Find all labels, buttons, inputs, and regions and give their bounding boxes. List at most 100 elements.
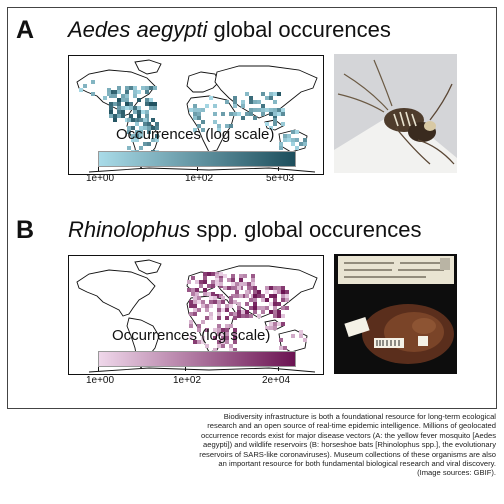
occurrence-cell xyxy=(145,98,149,102)
occurrence-cell xyxy=(229,300,233,304)
occurrence-cell xyxy=(279,142,283,146)
occurrence-cell xyxy=(273,118,277,122)
occurrence-cell xyxy=(239,274,243,278)
occurrence-cell xyxy=(225,316,229,320)
occurrence-cell xyxy=(197,108,201,112)
occurrence-cell xyxy=(277,286,281,290)
occurrence-cell xyxy=(241,116,245,120)
occurrence-cell xyxy=(281,286,285,290)
panel-b-tick-mark xyxy=(278,367,279,371)
occurrence-cell xyxy=(139,134,143,138)
occurrence-cell xyxy=(215,274,219,278)
panel-a-tick-mark xyxy=(278,167,279,171)
occurrence-cell xyxy=(277,290,281,294)
occurrence-cell xyxy=(197,308,201,312)
occurrence-cell xyxy=(299,334,303,338)
occurrence-cell xyxy=(251,278,255,282)
north-america-outline xyxy=(76,269,156,317)
occurrence-cell xyxy=(201,128,205,132)
occurrence-cell xyxy=(243,282,247,286)
occurrence-cell xyxy=(155,134,159,138)
occurrence-cell xyxy=(229,312,233,316)
occurrence-cell xyxy=(141,86,145,90)
occurrence-cell xyxy=(225,100,229,104)
occurrence-cell xyxy=(193,104,197,108)
occurrence-cell xyxy=(253,290,257,294)
occurrence-cell xyxy=(219,272,223,276)
occurrence-cell xyxy=(143,142,147,146)
occurrence-cell xyxy=(281,290,285,294)
occurrence-cell xyxy=(291,142,295,146)
occurrence-cell xyxy=(287,138,291,142)
occurrence-cell xyxy=(209,296,213,300)
occurrence-cell xyxy=(269,92,273,96)
occurrence-cell xyxy=(113,114,117,118)
occurrence-cell xyxy=(203,292,207,296)
occurrence-cell xyxy=(221,328,225,332)
occurrence-cell xyxy=(247,282,251,286)
occurrence-cell xyxy=(237,302,241,306)
occurrence-cell xyxy=(217,308,221,312)
occurrence-cell xyxy=(217,340,221,344)
occurrence-cell xyxy=(239,294,243,298)
occurrence-cell xyxy=(295,138,299,142)
mosquito-illustration xyxy=(334,54,457,173)
occurrence-cell xyxy=(137,106,141,110)
occurrence-cell xyxy=(285,290,289,294)
occurrence-cell xyxy=(191,288,195,292)
panel-a-tick-label: 5e+03 xyxy=(265,173,295,184)
occurrence-cell xyxy=(203,288,207,292)
occurrence-cell xyxy=(201,120,205,124)
occurrence-cell xyxy=(217,124,221,128)
occurrence-cell xyxy=(195,280,199,284)
occurrence-cell xyxy=(117,98,121,102)
occurrence-cell xyxy=(233,112,237,116)
occurrence-cell xyxy=(211,284,215,288)
occurrence-cell xyxy=(193,312,197,316)
occurrence-cell xyxy=(233,336,237,340)
occurrence-cell xyxy=(249,298,253,302)
occurrence-cell xyxy=(137,110,141,114)
panel-b-map-svg xyxy=(76,259,318,373)
occurrence-cell xyxy=(253,302,257,306)
occurrence-cell xyxy=(83,84,87,88)
occurrence-cell xyxy=(211,280,215,284)
occurrence-cell xyxy=(193,108,197,112)
occurrence-cell xyxy=(209,300,213,304)
occurrence-cell xyxy=(221,332,225,336)
occurrence-cell xyxy=(249,286,253,290)
occurrence-cell xyxy=(229,112,233,116)
occurrence-cell xyxy=(201,320,205,324)
occurrence-cell xyxy=(113,102,117,106)
occurrence-cell xyxy=(265,96,269,100)
occurrence-cell xyxy=(253,286,257,290)
occurrence-cell xyxy=(201,304,205,308)
occurrence-cell xyxy=(117,102,121,106)
occurrence-cell xyxy=(233,104,237,108)
occurrence-cell xyxy=(277,310,281,314)
occurrence-cell xyxy=(131,138,135,142)
occurrence-cell xyxy=(135,138,139,142)
occurrence-cell xyxy=(265,326,269,330)
occurrence-cell xyxy=(131,134,135,138)
occurrence-cell xyxy=(117,110,121,114)
occurrence-cell xyxy=(261,108,265,112)
occurrence-cell xyxy=(277,314,281,318)
occurrence-cell xyxy=(141,110,145,114)
occurrence-cell xyxy=(189,312,193,316)
occurrence-cell xyxy=(257,294,261,298)
occurrence-cell xyxy=(201,336,205,340)
occurrence-cell xyxy=(265,306,269,310)
occurrence-cell xyxy=(149,98,153,102)
occurrence-cell xyxy=(229,296,233,300)
occurrence-cell xyxy=(273,100,277,104)
occurrence-cell xyxy=(129,106,133,110)
panel-b-tick-label: 2e+04 xyxy=(261,375,291,386)
occurrence-cell xyxy=(273,286,277,290)
occurrence-cell xyxy=(209,312,213,316)
occurrence-cell xyxy=(281,112,285,116)
occurrence-cell xyxy=(197,328,201,332)
occurrence-cell xyxy=(257,290,261,294)
occurrence-cell xyxy=(245,294,249,298)
occurrence-cell xyxy=(237,286,241,290)
